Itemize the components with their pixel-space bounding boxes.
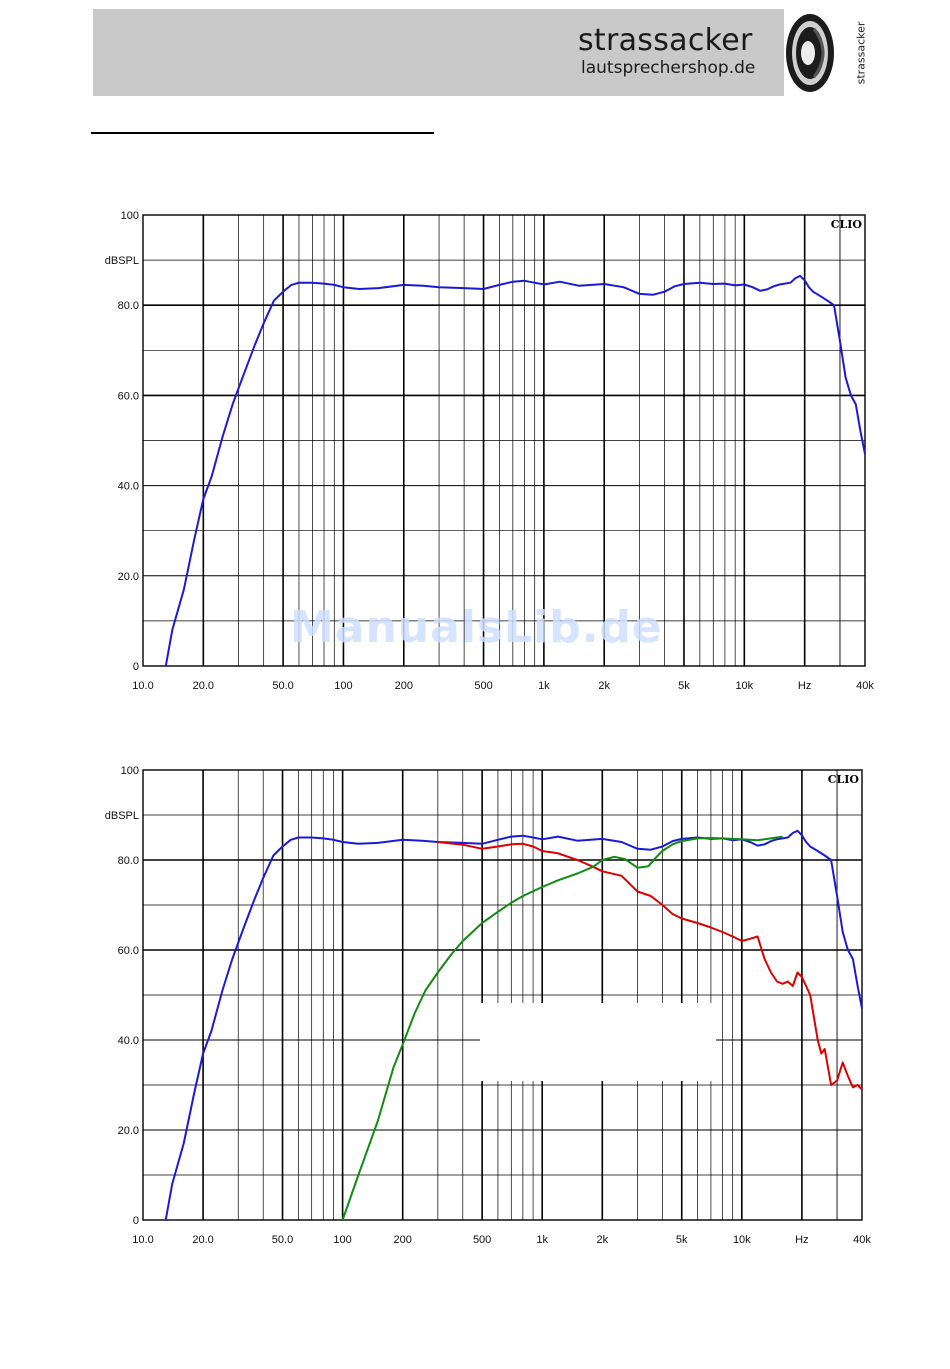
x-tick-label: 40k <box>856 680 874 692</box>
x-tick-label: 10.0 <box>132 1234 153 1246</box>
x-tick-label: 500 <box>474 680 492 692</box>
x-tick-label: 1k <box>536 1234 548 1246</box>
x-tick-label: 1k <box>538 680 550 692</box>
series-line-2 <box>437 841 863 1091</box>
x-tick-label: 200 <box>395 680 413 692</box>
brand-name: strassacker <box>578 23 753 58</box>
header-banner <box>93 9 870 96</box>
y-tick-label: 20.0 <box>118 571 139 583</box>
x-tick-label: 500 <box>473 1234 491 1246</box>
x-tick-label: 5k <box>676 1234 688 1246</box>
y-tick-label: 60.0 <box>118 390 139 402</box>
x-tick-label: 5k <box>678 680 690 692</box>
vertical-brand: strassacker <box>852 9 870 96</box>
legend-blank-box <box>480 1003 716 1081</box>
watermark: ManualsLib.de <box>290 602 663 653</box>
y-axis-unit: dBSPL <box>105 810 139 822</box>
x-tick-label: 200 <box>394 1234 412 1246</box>
series-line-1 <box>164 829 863 1221</box>
speaker-icon <box>784 9 854 96</box>
x-tick-label: 10.0 <box>132 680 153 692</box>
series-line-3 <box>341 835 783 1221</box>
x-tick-label: 20.0 <box>193 680 214 692</box>
y-tick-label: 20.0 <box>118 1125 139 1137</box>
x-tick-label: Hz <box>798 680 811 692</box>
x-tick-label: 2k <box>596 1234 608 1246</box>
x-tick-label: Hz <box>795 1234 808 1246</box>
clio-logo: CLIO <box>828 773 860 786</box>
plot-frame <box>142 214 866 667</box>
x-tick-label: 50.0 <box>272 1234 293 1246</box>
y-tick-label: 80.0 <box>118 300 139 312</box>
series-line-1 <box>164 274 866 667</box>
frequency-response-chart-1: 10.0 20.0 50.0 100 200 500 1k 2k 5k 10k Hz 40k 0 20.0… <box>105 210 875 692</box>
y-axis-unit: dBSPL <box>105 255 139 267</box>
x-tick-label: 10k <box>733 1234 751 1246</box>
y-tick-label: 60.0 <box>118 945 139 957</box>
y-tick-label: 100 <box>121 765 139 777</box>
x-tick-label: 100 <box>333 1234 351 1246</box>
plot-frame <box>142 769 863 1221</box>
y-tick-label: 40.0 <box>118 481 139 493</box>
frequency-response-chart-2: 10.0 20.0 50.0 100 200 500 1k 2k 5k 10k Hz 40k 0 20.0… <box>105 765 872 1246</box>
y-tick-label: 80.0 <box>118 855 139 867</box>
x-tick-label: 40k <box>853 1234 871 1246</box>
x-tick-label: 50.0 <box>272 680 293 692</box>
x-tick-label: 2k <box>598 680 610 692</box>
y-tick-label: 0 <box>133 1215 139 1227</box>
y-tick-label: 100 <box>121 210 139 222</box>
y-tick-label: 40.0 <box>118 1035 139 1047</box>
section-rule <box>91 132 434 134</box>
clio-logo: CLIO <box>831 218 863 231</box>
y-tick-label: 0 <box>133 661 139 673</box>
shop-name: lautsprechershop.de <box>581 58 756 78</box>
x-tick-label: 100 <box>334 680 352 692</box>
x-tick-label: 10k <box>735 680 753 692</box>
x-tick-label: 20.0 <box>192 1234 213 1246</box>
